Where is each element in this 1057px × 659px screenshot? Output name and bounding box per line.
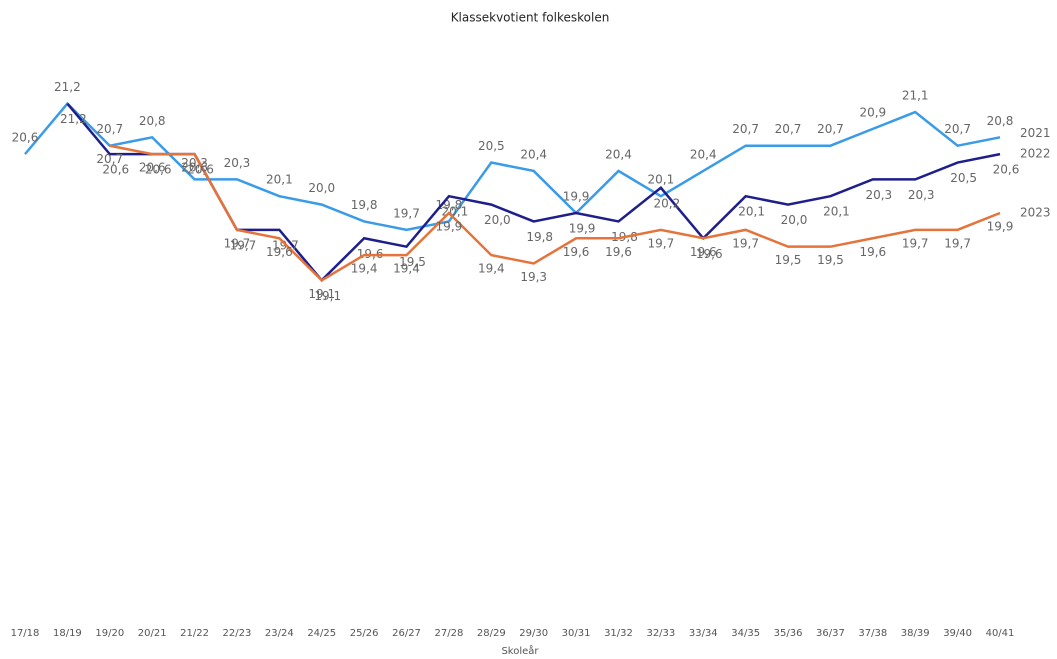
x-tick-label: 33/34 (689, 628, 718, 639)
x-tick-label: 26/27 (392, 628, 421, 639)
data-label: 20,1 (738, 205, 765, 219)
data-label: 20,1 (823, 205, 850, 219)
data-label: 19,1 (308, 287, 335, 301)
x-tick-label: 17/18 (11, 628, 40, 639)
data-label: 19,7 (732, 236, 759, 250)
data-label: 19,5 (399, 255, 426, 269)
x-tick-label: 39/40 (943, 628, 972, 639)
data-label: 19,7 (902, 236, 929, 250)
data-label: 19,9 (563, 190, 590, 204)
data-label: 20,3 (224, 156, 251, 170)
data-label: 20,4 (605, 147, 632, 161)
data-label: 19,4 (393, 262, 420, 276)
data-label: 20,0 (308, 181, 335, 195)
series-line (109, 144, 1001, 282)
data-label: 19,8 (351, 198, 378, 212)
data-label: 19,6 (266, 245, 293, 259)
data-label: 19,7 (224, 236, 251, 250)
data-label: 19,6 (605, 245, 632, 259)
data-label: 20,8 (139, 114, 166, 128)
data-label: 19,7 (648, 236, 675, 250)
x-tick-label: 35/36 (774, 628, 803, 639)
data-label: 19,6 (690, 245, 717, 259)
x-tick-label: 27/28 (434, 628, 463, 639)
data-label: 21,1 (902, 89, 929, 103)
x-tick-label: 31/32 (604, 628, 633, 639)
data-label: 20,6 (993, 163, 1020, 177)
data-label: 20,6 (12, 131, 39, 145)
x-tick-label: 38/39 (901, 628, 930, 639)
data-label: 20,6 (139, 161, 166, 175)
x-tick-label: 24/25 (307, 628, 336, 639)
data-label: 20,2 (654, 196, 681, 210)
data-label: 20,6 (181, 161, 208, 175)
x-tick-label: 25/26 (350, 628, 379, 639)
x-tick-label: 28/29 (477, 628, 506, 639)
x-tick-label: 19/20 (95, 628, 124, 639)
data-label: 19,9 (987, 220, 1014, 234)
data-label: 19,8 (526, 230, 553, 244)
data-label: 20,7 (96, 122, 123, 136)
data-label: 20,7 (96, 152, 123, 166)
data-label: 20,9 (859, 105, 886, 119)
legend-label: 2021 (1020, 126, 1051, 140)
data-label: 20,1 (266, 173, 293, 187)
data-label: 21,2 (54, 80, 81, 94)
x-axis-label: Skoleår (501, 644, 539, 657)
x-tick-label: 18/19 (53, 628, 82, 639)
data-label: 19,5 (775, 253, 802, 267)
data-label: 19,6 (563, 245, 590, 259)
x-tick-label: 30/31 (562, 628, 591, 639)
data-label: 20,6 (145, 163, 172, 177)
data-label: 20,0 (781, 213, 808, 227)
data-label: 20,7 (732, 122, 759, 136)
data-label: 19,7 (944, 236, 971, 250)
data-label: 19,7 (393, 206, 420, 220)
data-label: 19,3 (520, 270, 547, 284)
data-label: 19,8 (436, 198, 463, 212)
data-label: 19,9 (569, 222, 596, 236)
data-label: 21,2 (60, 112, 87, 126)
data-label: 19,6 (357, 247, 384, 261)
data-label: 20,3 (908, 188, 935, 202)
data-label: 19,6 (859, 245, 886, 259)
x-tick-label: 37/38 (858, 628, 887, 639)
data-label: 20,5 (950, 171, 977, 185)
x-tick-label: 32/33 (646, 628, 675, 639)
legend-label: 2022 (1020, 147, 1051, 161)
data-label: 19,4 (351, 262, 378, 276)
x-tick-label: 22/23 (223, 628, 252, 639)
data-label: 20,1 (648, 173, 675, 187)
data-label: 19,6 (696, 247, 723, 261)
data-label: 20,7 (817, 122, 844, 136)
data-label: 20,4 (690, 147, 717, 161)
data-label: 20,8 (987, 114, 1014, 128)
x-tick-label: 23/24 (265, 628, 294, 639)
data-label: 19,9 (436, 220, 463, 234)
x-tick-label: 20/21 (138, 628, 167, 639)
data-label: 19,5 (817, 253, 844, 267)
x-tick-label: 29/30 (519, 628, 548, 639)
data-label: 20,7 (944, 122, 971, 136)
x-tick-label: 40/41 (986, 628, 1015, 639)
data-label: 19,4 (478, 262, 505, 276)
data-label: 20,0 (484, 213, 511, 227)
legend-label: 2023 (1020, 206, 1051, 220)
x-tick-label: 34/35 (731, 628, 760, 639)
series-line (24, 101, 1001, 232)
data-label: 20,7 (775, 122, 802, 136)
x-tick-label: 36/37 (816, 628, 845, 639)
data-label: 19,1 (314, 289, 341, 303)
data-label: 20,3 (865, 188, 892, 202)
data-label: 20,4 (520, 147, 547, 161)
data-label: 20,6 (102, 163, 129, 177)
x-tick-label: 21/22 (180, 628, 209, 639)
chart-title: Klassekvotient folkeskolen (451, 11, 610, 25)
data-label: 20,5 (478, 139, 505, 153)
data-label: 20,6 (187, 163, 214, 177)
data-label: 19,7 (230, 238, 257, 252)
